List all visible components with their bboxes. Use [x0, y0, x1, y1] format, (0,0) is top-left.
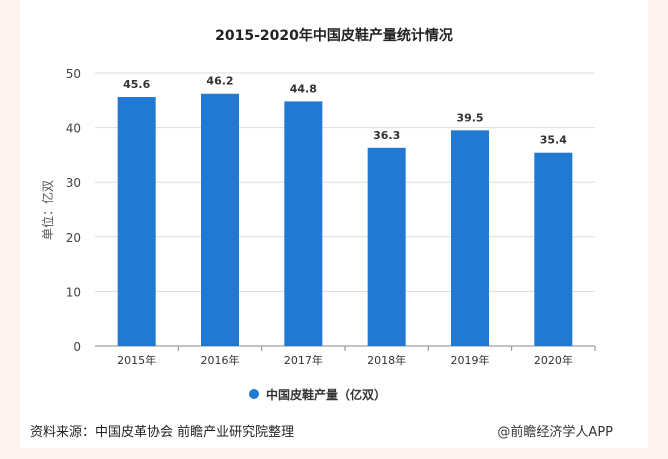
x-tick-label: 2018年 [367, 353, 406, 367]
y-tick-label: 50 [66, 67, 81, 81]
y-tick-label: 0 [73, 340, 81, 354]
bar [201, 93, 239, 346]
legend-label: 中国皮鞋产量（亿双） [266, 387, 386, 402]
data-label: 44.8 [290, 82, 317, 95]
credit: @前瞻经济学人APP [497, 425, 613, 440]
data-label: 35.4 [540, 134, 567, 147]
y-tick-label: 40 [66, 122, 81, 136]
bar [451, 130, 489, 346]
chart-title: 2015-2020年中国皮鞋产量统计情况 [215, 27, 453, 44]
x-tick-label: 2017年 [284, 353, 323, 367]
bar [284, 101, 323, 346]
x-tick-label: 2019年 [451, 353, 490, 367]
data-label: 36.3 [373, 129, 400, 142]
y-tick-label: 10 [66, 285, 81, 299]
x-tick-label: 2020年 [534, 353, 573, 367]
data-label: 45.6 [123, 78, 150, 91]
y-axis-label: 单位：亿双 [40, 180, 55, 240]
bar [534, 152, 573, 346]
bar [117, 97, 156, 346]
y-tick-label: 20 [66, 231, 81, 245]
legend[interactable]: 中国皮鞋产量（亿双） [249, 387, 386, 402]
source-note: 资料来源：中国皮革协会 前瞻产业研究院整理 [30, 425, 295, 440]
bar [367, 147, 406, 346]
x-tick-label: 2015年 [117, 353, 156, 367]
legend-marker [249, 389, 259, 399]
data-label: 39.5 [456, 111, 483, 124]
data-label: 46.2 [206, 75, 233, 88]
x-tick-label: 2016年 [201, 353, 240, 367]
y-tick-label: 30 [66, 176, 81, 190]
